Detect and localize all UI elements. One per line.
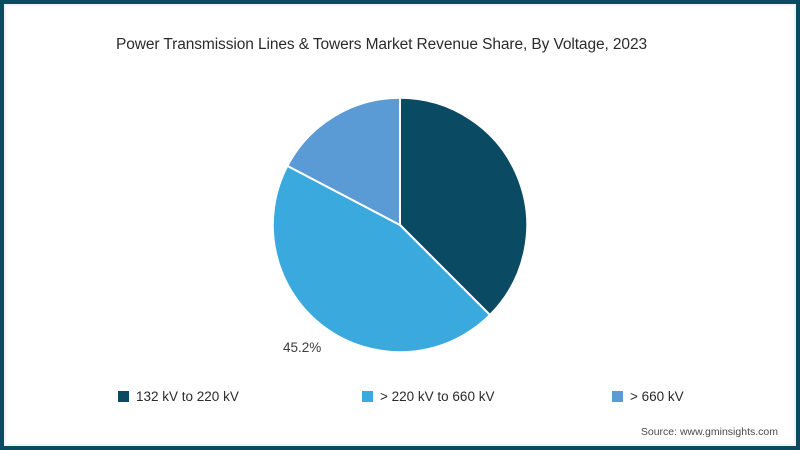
legend-item-label: > 220 kV to 660 kV (380, 389, 495, 404)
legend-item-220kv-to-660kv[interactable]: > 220 kV to 660 kV (362, 389, 494, 404)
legend-item-label: 132 kV to 220 kV (136, 389, 239, 404)
pie-slice[interactable] (286, 97, 401, 227)
legend-item-above-660kv[interactable]: > 660 kV (612, 389, 684, 404)
chart-legend: 132 kV to 220 kV > 220 kV to 660 kV > 66… (0, 389, 800, 411)
source-attribution: Source: www.gminsights.com (640, 426, 778, 438)
page-title: Power Transmission Lines & Towers Market… (116, 36, 647, 53)
pie-slice[interactable] (272, 164, 492, 353)
pie-chart (272, 97, 528, 353)
pie-svg (272, 97, 528, 353)
legend-swatch-icon (362, 391, 373, 402)
pie-slice[interactable] (399, 97, 528, 317)
legend-swatch-icon (612, 391, 623, 402)
legend-item-label: > 660 kV (630, 389, 684, 404)
legend-swatch-icon (118, 391, 129, 402)
legend-item-132kv-to-220kv[interactable]: 132 kV to 220 kV (118, 389, 239, 404)
pie-slice-data-label: 45.2% (283, 340, 322, 355)
